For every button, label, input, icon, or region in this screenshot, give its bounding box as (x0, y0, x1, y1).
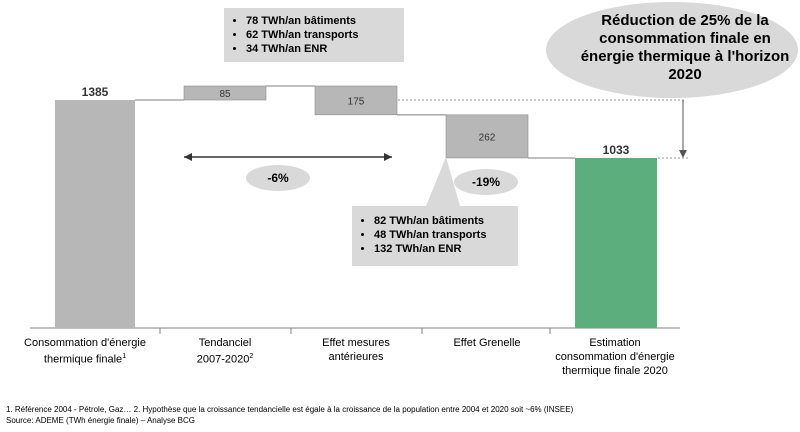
arrow-head-right-icon (384, 153, 392, 161)
category-label-consommation: Consommation d'énergie thermique finale1 (24, 337, 146, 366)
connectors-layer (135, 85, 690, 159)
bar-5 (575, 157, 657, 328)
data-label-3: 175 (348, 96, 365, 107)
footnote-line: 1. Référence 2004 - Pétrole, Gaz… 2. Hyp… (6, 405, 574, 414)
breakdown-item: 48 TWh/an transports (374, 228, 518, 242)
breakdown-pointer-grenelle (426, 157, 460, 206)
pct-label-first: -6% (267, 171, 289, 185)
bar-3 (314, 85, 398, 116)
breakdown-box-grenelle: 82 TWh/an bâtiments 48 TWh/an transports… (352, 206, 518, 266)
bar-2 (183, 85, 267, 101)
category-label-grenelle: Effet Grenelle (453, 337, 521, 349)
reduction-callout-ellipse (546, 2, 798, 98)
pct-ellipse-first (246, 165, 310, 191)
pct-label-grenelle: -19% (472, 175, 500, 189)
breakdown-box-tendanciel: 78 TWh/an bâtiments 62 TWh/an transports… (224, 8, 404, 62)
data-label-1: 1385 (82, 85, 109, 99)
annotations-layer: -6% -19% (184, 2, 798, 206)
category-label-tendanciel: Tendanciel 2007-20202 (196, 337, 254, 366)
bar-4 (445, 114, 529, 159)
arrow-head-left-icon (184, 153, 192, 161)
breakdown-item: 62 TWh/an transports (246, 28, 404, 42)
breakdown-item: 78 TWh/an bâtiments (246, 14, 404, 28)
reduction-callout-text: Réduction de 25% de la consommation fina… (580, 12, 790, 83)
breakdown-item: 132 TWh/an ENR (374, 242, 518, 256)
breakdown-item: 82 TWh/an bâtiments (374, 214, 518, 228)
pct-ellipse-grenelle (454, 169, 518, 195)
data-label-4: 262 (479, 132, 496, 143)
data-labels-layer: 1385 85 175 262 1033 (82, 85, 630, 157)
bar-1 (55, 100, 135, 328)
category-label-estimation: Estimation consommation d'énergie thermi… (555, 337, 675, 377)
reduction-arrow-head-icon (679, 149, 687, 158)
data-label-5: 1033 (603, 143, 630, 157)
source-line: Source: ADEME (TWh énergie finale) – Ana… (6, 416, 195, 425)
category-label-mesures: Effet mesures antérieures (322, 337, 390, 363)
breakdown-item: 34 TWh/an ENR (246, 42, 404, 56)
data-label-2: 85 (219, 89, 231, 100)
bars-layer (30, 85, 680, 334)
